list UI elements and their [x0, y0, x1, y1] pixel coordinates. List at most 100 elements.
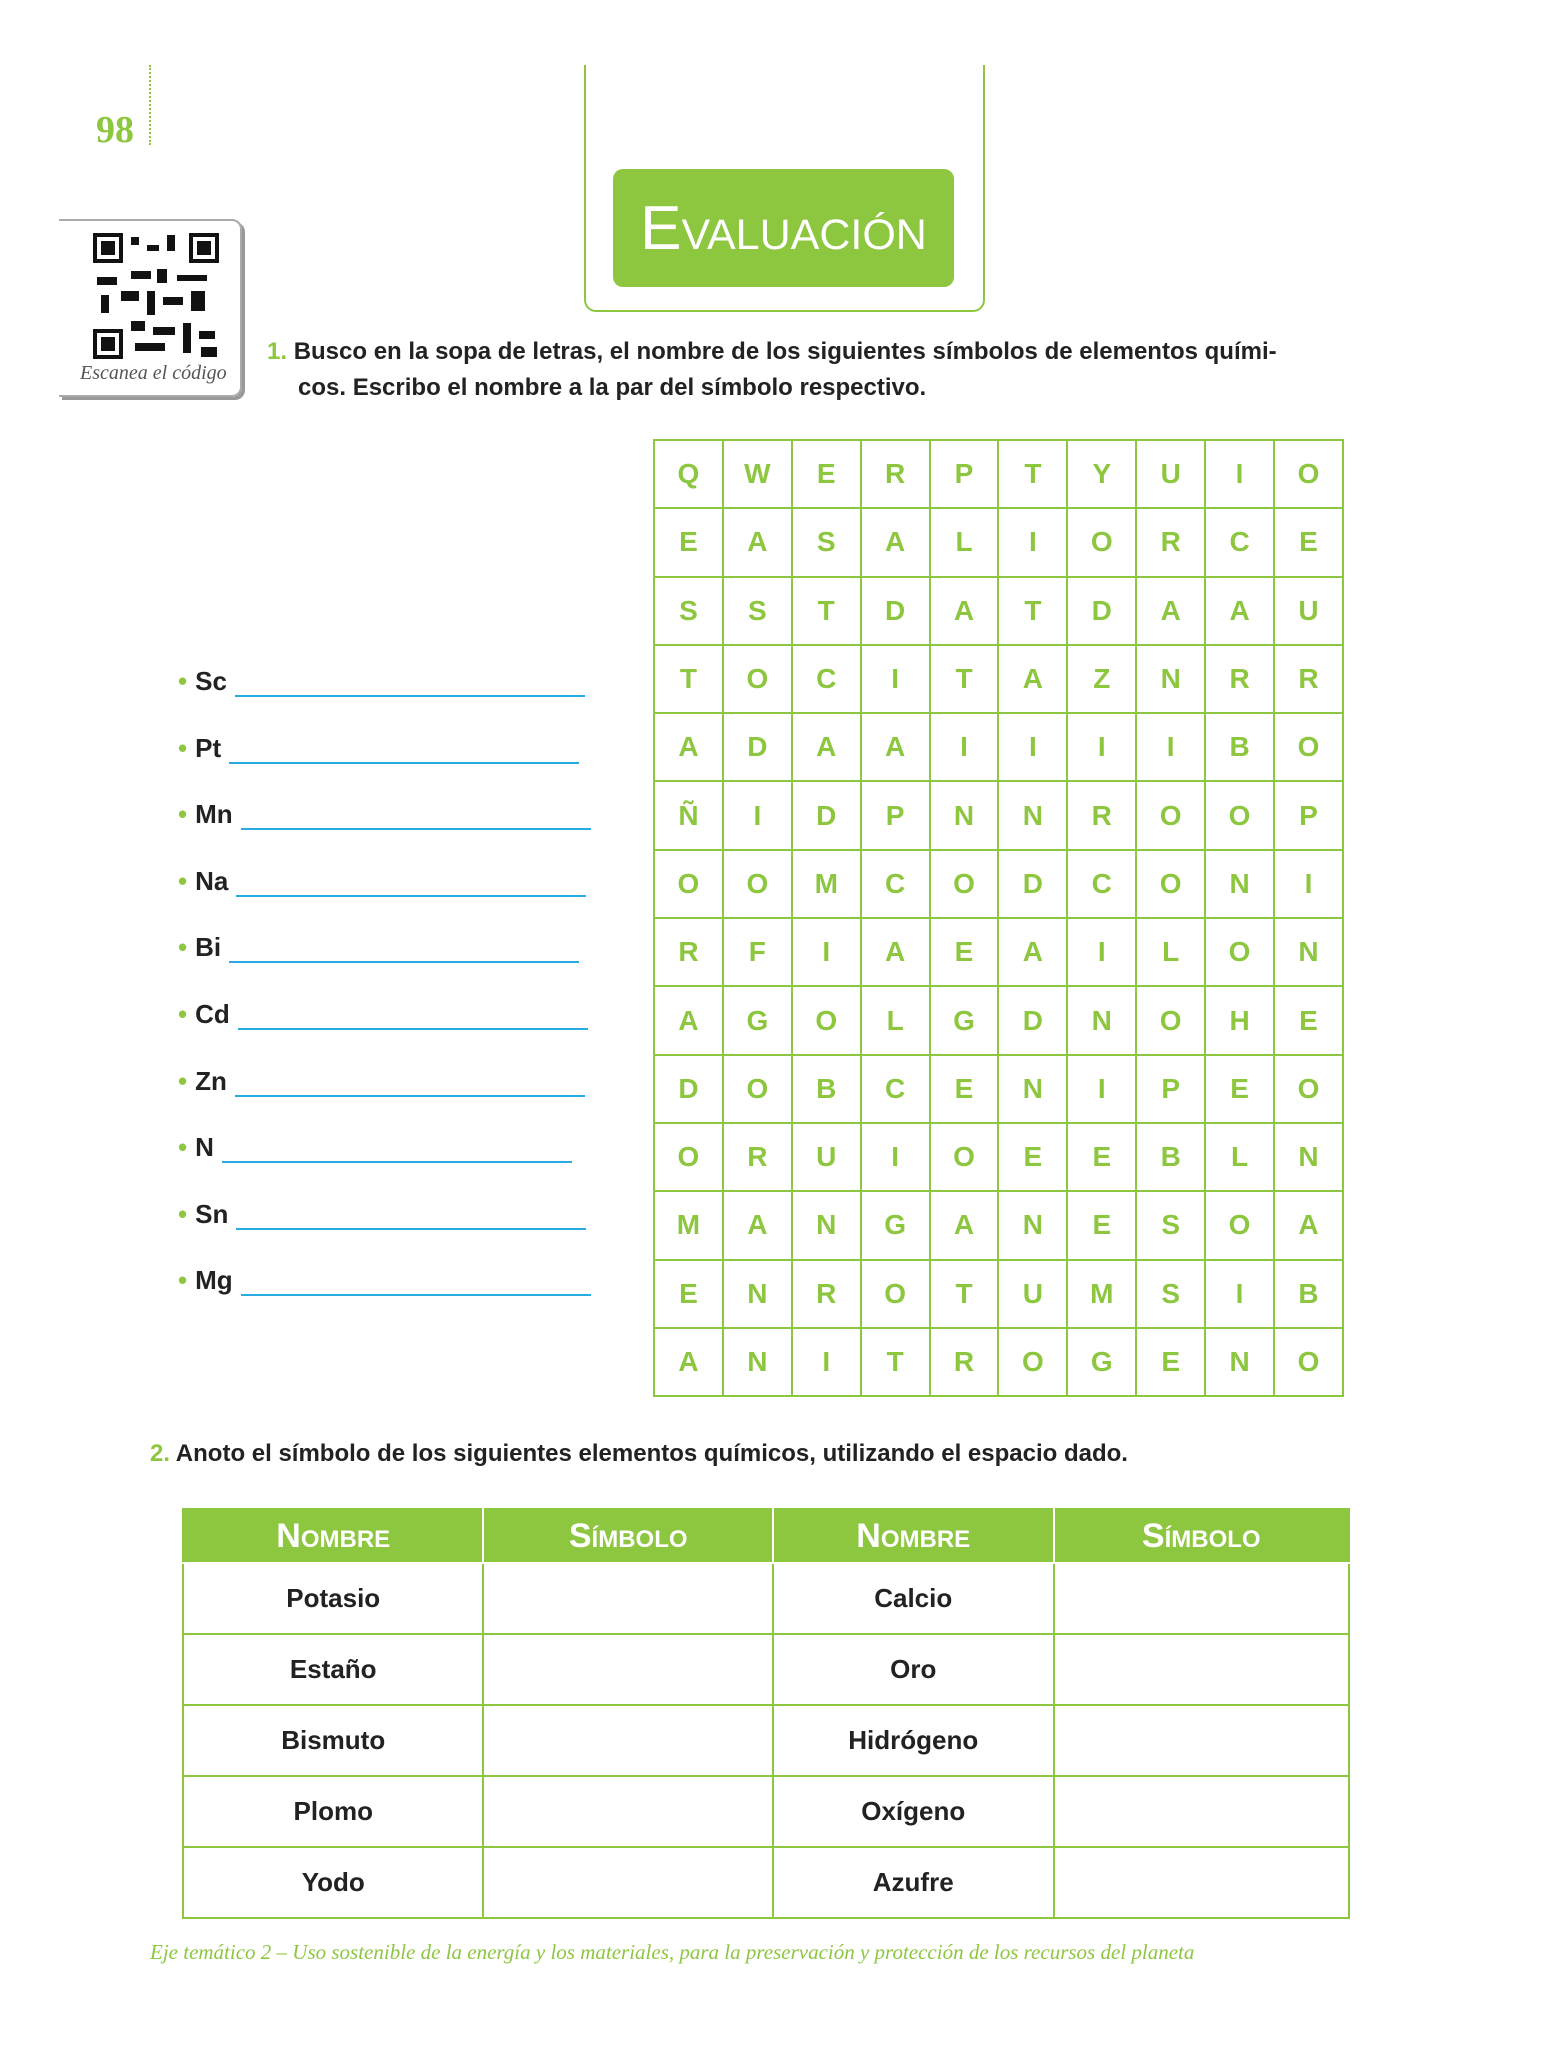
- grid-letter: E: [1067, 1122, 1137, 1192]
- bullet: •: [178, 799, 188, 830]
- grid-letter: I: [1274, 849, 1343, 919]
- grid-letter: A: [654, 713, 723, 782]
- grid-letter: P: [929, 440, 999, 509]
- grid-letter: A: [998, 918, 1068, 987]
- grid-letter: B: [1274, 1259, 1343, 1328]
- grid-letter: E: [654, 1259, 723, 1328]
- grid-letter: G: [860, 1191, 930, 1260]
- grid-letter: L: [1136, 918, 1206, 987]
- symbol: Na: [195, 865, 229, 896]
- column-header: Nombre: [771, 1508, 1055, 1564]
- grid-letter: A: [654, 1327, 723, 1397]
- bullet: •: [178, 666, 188, 696]
- divider: [149, 65, 151, 145]
- grid-letter: O: [1274, 440, 1343, 509]
- grid-letter: R: [1136, 508, 1206, 577]
- question-text: Anoto el símbolo de los siguientes eleme…: [175, 1440, 1128, 1467]
- grid-letter: Ñ: [654, 781, 723, 850]
- grid-letter: S: [654, 576, 723, 645]
- element-name: Hidrógeno: [771, 1704, 1055, 1777]
- question-1: 1. Busco en la sopa de letras, el nombre…: [267, 338, 1277, 366]
- grid-letter: I: [929, 713, 999, 782]
- table-row: Bismuto Hidrógeno: [181, 1704, 1350, 1777]
- symbol-table: Nombre Símbolo Nombre Símbolo Potasio Calcio…: [181, 1508, 1350, 1919]
- grid-letter: E: [998, 1122, 1068, 1192]
- table-row: Potasio Calcio: [181, 1562, 1350, 1635]
- table-header: Nombre Símbolo Nombre Símbolo: [181, 1508, 1350, 1564]
- symbol: Bi: [195, 932, 222, 963]
- grid-letter: N: [722, 1327, 792, 1397]
- grid-letter: G: [1067, 1327, 1137, 1397]
- grid-letter: A: [722, 508, 792, 577]
- grid-letter: I: [791, 918, 861, 987]
- grid-letter: D: [1067, 576, 1137, 645]
- symbol-blank: [1052, 1704, 1350, 1777]
- symbol: Cd: [195, 999, 230, 1029]
- grid-letter: E: [654, 508, 723, 577]
- symbol-item: • Pt: [178, 733, 580, 764]
- symbol: Sn: [195, 1198, 229, 1229]
- symbol-blank: [482, 1846, 774, 1919]
- grid-letter: H: [1205, 986, 1275, 1055]
- grid-letter: O: [722, 1054, 792, 1123]
- grid-letter: O: [1067, 508, 1137, 577]
- grid-letter: E: [1136, 1327, 1206, 1397]
- grid-letter: T: [929, 644, 999, 714]
- bullet: •: [178, 999, 188, 1029]
- bullet: •: [178, 1198, 188, 1229]
- symbol: Mg: [195, 1265, 233, 1296]
- title-frame: [584, 65, 985, 312]
- qr-box: [59, 219, 242, 397]
- grid-letter: I: [998, 508, 1068, 577]
- grid-letter: D: [654, 1054, 723, 1123]
- grid-letter: N: [1274, 1122, 1343, 1192]
- bullet: •: [178, 1265, 188, 1296]
- page-number: 98: [96, 109, 134, 151]
- bullet: •: [178, 932, 188, 963]
- symbol-item: • Cd: [178, 999, 588, 1030]
- grid-letter: I: [1205, 1259, 1275, 1328]
- grid-letter: Q: [654, 440, 723, 509]
- grid-letter: C: [860, 1054, 930, 1123]
- grid-letter: O: [1205, 918, 1275, 987]
- grid-letter: O: [1136, 849, 1206, 919]
- grid-letter: D: [998, 986, 1068, 1055]
- grid-letter: I: [860, 644, 930, 714]
- symbol-item: • Bi: [178, 932, 580, 964]
- element-name: Azufre: [771, 1846, 1055, 1919]
- column-header: Nombre: [181, 1508, 485, 1564]
- grid-letter: L: [860, 986, 930, 1055]
- qr-code: [91, 231, 221, 361]
- grid-letter: A: [1205, 576, 1275, 645]
- grid-letter: I: [791, 1327, 861, 1397]
- answer-line: [229, 742, 580, 764]
- grid-letter: A: [998, 644, 1068, 714]
- grid-letter: O: [654, 849, 723, 919]
- grid-letter: B: [1136, 1122, 1206, 1192]
- answer-line: [234, 675, 585, 697]
- grid-letter: O: [1205, 1191, 1275, 1260]
- grid-letter: W: [722, 440, 792, 509]
- symbol-blank: [482, 1562, 774, 1635]
- grid-letter: E: [1274, 986, 1343, 1055]
- grid-letter: N: [929, 781, 999, 850]
- grid-letter: L: [929, 508, 999, 577]
- grid-letter: E: [1067, 1191, 1137, 1260]
- symbol: Sc: [195, 666, 227, 696]
- grid-letter: Y: [1067, 440, 1137, 509]
- symbol-item: • Mg: [178, 1265, 591, 1297]
- column-header: Símbolo: [482, 1508, 774, 1564]
- question-number: 1.: [267, 338, 288, 365]
- grid-letter: U: [998, 1259, 1068, 1328]
- grid-letter: E: [929, 918, 999, 987]
- grid-letter: A: [654, 986, 723, 1055]
- grid-letter: B: [1205, 713, 1275, 782]
- qr-caption: Escanea el código: [80, 362, 227, 384]
- grid-letter: C: [860, 849, 930, 919]
- grid-letter: M: [791, 849, 861, 919]
- symbol: Mn: [195, 799, 233, 830]
- grid-letter: N: [1274, 918, 1343, 987]
- element-name: Yodo: [181, 1846, 485, 1919]
- table-row: Plomo Oxígeno: [181, 1775, 1350, 1848]
- grid-letter: R: [860, 440, 930, 509]
